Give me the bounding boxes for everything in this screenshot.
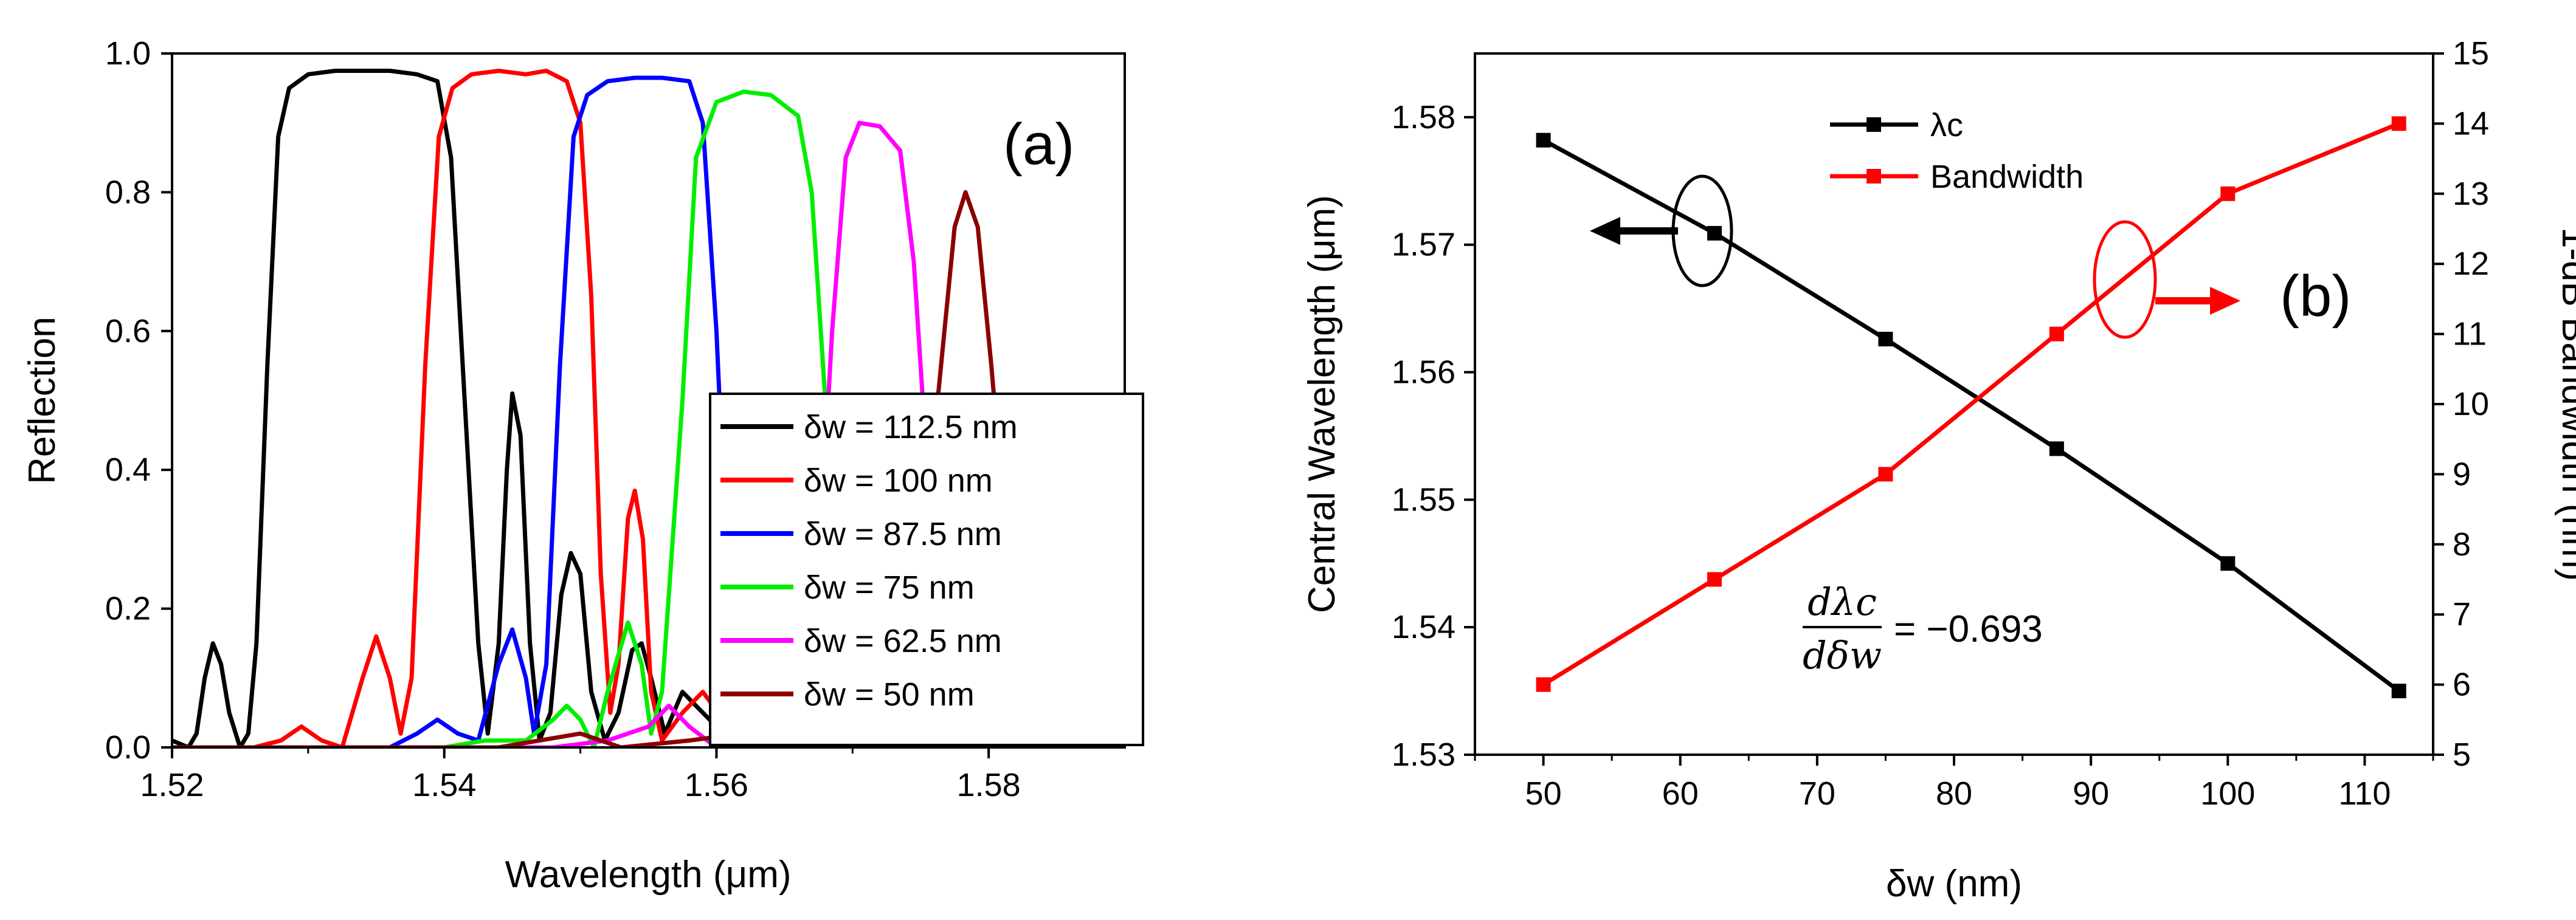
panel-a-legend-label-3: δw = 75 nm (804, 569, 975, 606)
panel-b-right-tick-label: 7 (2453, 596, 2471, 633)
panel-a-legend-label-5: δw = 50 nm (804, 676, 975, 713)
legend-label-lambda-c: λc (1930, 107, 1963, 143)
panel-b-right-tick-label: 12 (2453, 245, 2489, 282)
panel-b-point-0-5 (2391, 684, 2406, 699)
panel-a-legend-label-1: δw = 100 nm (804, 462, 993, 499)
panel-b-point-0-0 (1536, 132, 1551, 148)
panel-a-x-tick-label: 1.58 (957, 767, 1021, 803)
panel-a-y-tick-label: 0.2 (105, 591, 151, 627)
panel-b-x-tick-label: 50 (1525, 775, 1562, 812)
right-axis-arrow-icon (2210, 287, 2240, 315)
panel-b-series-line-0 (1542, 138, 2400, 693)
panel-b-series-group (1536, 116, 2406, 699)
panel-b-point-1-0 (1536, 677, 1551, 692)
panel-b-right-tick-label: 10 (2453, 386, 2489, 422)
panel-a-y-ticks: 0.0 0.2 0.4 0.6 0.8 1.0 (105, 35, 172, 766)
left-axis-arrow-icon (1590, 217, 1620, 245)
panel-a-legend: δw = 112.5 nm δw = 100 nm δw = 87.5 nm δw =… (709, 393, 1144, 746)
panel-a-y-tick-label: 0.8 (105, 174, 151, 210)
panel-b-point-1-3 (2049, 326, 2064, 342)
panel-a-y-tick-label: 0.4 (105, 451, 151, 488)
panel-b-point-0-4 (2220, 556, 2236, 571)
panel-b-right-y-axis-label: 1-dB Bandwidth (nm) (2554, 227, 2576, 581)
legend-label-bandwidth: Bandwidth (1930, 159, 2084, 195)
panel-b-left-y-axis-label: Central Wavelength (μm) (1301, 195, 1343, 613)
panel-b-x-tick-label: 90 (2073, 775, 2109, 812)
panel-b-x-ticks: 50 60 70 80 90 100 110 (1474, 755, 2434, 812)
panel-a-y-tick-label: 0.6 (105, 313, 151, 349)
panel-b-x-axis-label: δw (nm) (1886, 863, 2022, 905)
panel-b-wavelength-bandwidth-chart: 50 60 70 80 90 100 110 1.531.541.551.561.571.5… (1301, 35, 2576, 905)
panel-b-right-tick-label: 11 (2453, 316, 2487, 352)
lambda-c-ellipse-annotation (1671, 174, 1733, 287)
panel-b-legend: λc Bandwidth (1830, 107, 2084, 195)
panel-b-left-tick-label: 1.57 (1392, 227, 1455, 263)
panel-b-left-tick-label: 1.55 (1392, 481, 1455, 518)
panel-a-legend-box (709, 393, 1144, 746)
panel-a-x-tick-label: 1.54 (412, 767, 476, 803)
panel-b-point-0-1 (1707, 225, 1722, 241)
panel-b-left-tick-label: 1.56 (1392, 354, 1455, 391)
panel-b-series-line-1 (1542, 122, 2400, 687)
panel-a-legend-label-4: δw = 62.5 nm (804, 623, 1002, 659)
slope-equation: dλc dδw = −0.693 (1803, 580, 2043, 678)
panel-b-right-tick-label: 14 (2453, 105, 2489, 142)
panel-a-legend-label-2: δw = 87.5 nm (804, 516, 1002, 552)
panel-a-y-tick-label: 0.0 (105, 729, 151, 766)
panel-a-legend-label-0: δw = 112.5 nm (804, 409, 1018, 445)
panel-b-point-1-5 (2391, 116, 2406, 131)
panel-a-x-axis-label: Wavelength (μm) (505, 854, 792, 896)
panel-b-point-1-1 (1707, 572, 1722, 587)
panel-a-y-axis-label: Reflection (21, 317, 63, 484)
legend-marker-lambda-c (1866, 117, 1881, 132)
panel-b-x-tick-label: 60 (1662, 775, 1699, 812)
legend-marker-bandwidth (1866, 169, 1881, 184)
panel-b-x-tick-label: 70 (1799, 775, 1835, 812)
panel-a-reflection-chart: 1.52 1.54 1.56 1.58 0.0 0.2 0.4 0.6 0.8 1.0 Wave… (21, 35, 1144, 896)
panel-b-right-tick-label: 15 (2453, 35, 2489, 72)
panel-b-right-tick-label: 5 (2453, 736, 2471, 773)
panel-a-x-tick-label: 1.56 (685, 767, 748, 803)
panel-a-label: (a) (1003, 112, 1074, 177)
panel-b-right-tick-label: 8 (2453, 526, 2471, 563)
panel-b-left-tick-label: 1.53 (1392, 736, 1455, 773)
panel-b-right-y-ticks: 5 6 7 8 9 10 11 12 13 14 15 (2433, 35, 2489, 773)
panel-b-left-tick-label: 1.54 (1392, 609, 1455, 645)
bandwidth-ellipse-annotation (2093, 220, 2157, 339)
panel-a-y-tick-label: 1.0 (105, 35, 151, 72)
equation-denominator: dδw (1803, 633, 1882, 678)
panel-b-point-1-4 (2220, 186, 2236, 201)
panel-b-right-tick-label: 9 (2453, 456, 2471, 492)
panel-b-left-tick-label: 1.58 (1392, 99, 1455, 136)
panel-b-point-0-2 (1878, 331, 1893, 346)
panel-b-right-tick-label: 6 (2453, 667, 2471, 703)
equation-numerator: dλc (1808, 580, 1877, 624)
panel-b-x-tick-label: 80 (1936, 775, 1972, 812)
panel-b-x-tick-label: 100 (2200, 775, 2255, 812)
equation-value: = −0.693 (1894, 608, 2043, 650)
panel-b-point-0-3 (2049, 441, 2064, 456)
panel-b-left-y-ticks: 1.53 1.54 1.55 1.56 1.57 1.58 (1392, 99, 1475, 773)
panel-a-x-tick-label: 1.52 (140, 767, 204, 803)
panel-b-x-tick-label: 110 (2338, 775, 2391, 812)
panel-a-x-ticks: 1.52 1.54 1.56 1.58 (140, 747, 1021, 803)
panel-b-point-1-2 (1878, 467, 1893, 482)
panel-b-label: (b) (2280, 264, 2351, 329)
panel-b-right-tick-label: 13 (2453, 176, 2489, 212)
